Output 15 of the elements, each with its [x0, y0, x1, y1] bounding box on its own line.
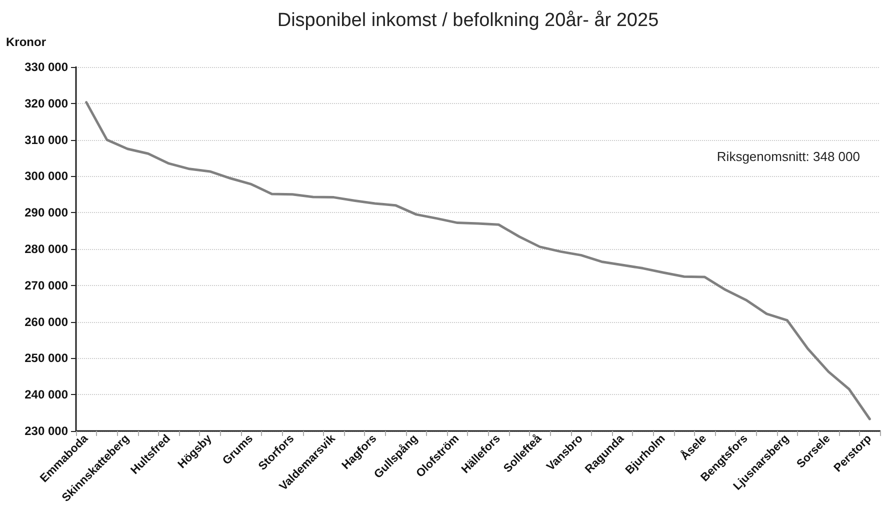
chart-title: Disponibel inkomst / befolkning 20år- år 2025: [277, 10, 659, 31]
y-axis-title: Kronor: [6, 35, 46, 49]
y-tick-label: 330 000: [24, 60, 68, 74]
y-tick-label: 230 000: [24, 424, 68, 438]
y-tick-label: 300 000: [24, 169, 68, 184]
y-tick-label: 290 000: [24, 206, 68, 220]
y-tick-label: 270 000: [24, 278, 68, 292]
y-tick-label: 250 000: [24, 351, 68, 366]
y-tick-label: 280 000: [24, 242, 68, 256]
annotation: Riksgenomsnitt: 348 000: [716, 149, 860, 164]
line-series: [85, 101, 871, 420]
y-tick-label: 310 000: [24, 132, 68, 147]
y-tick-label: 320 000: [24, 96, 68, 110]
y-tick-label: 240 000: [24, 388, 68, 402]
y-tick-label: 260 000: [24, 314, 68, 329]
